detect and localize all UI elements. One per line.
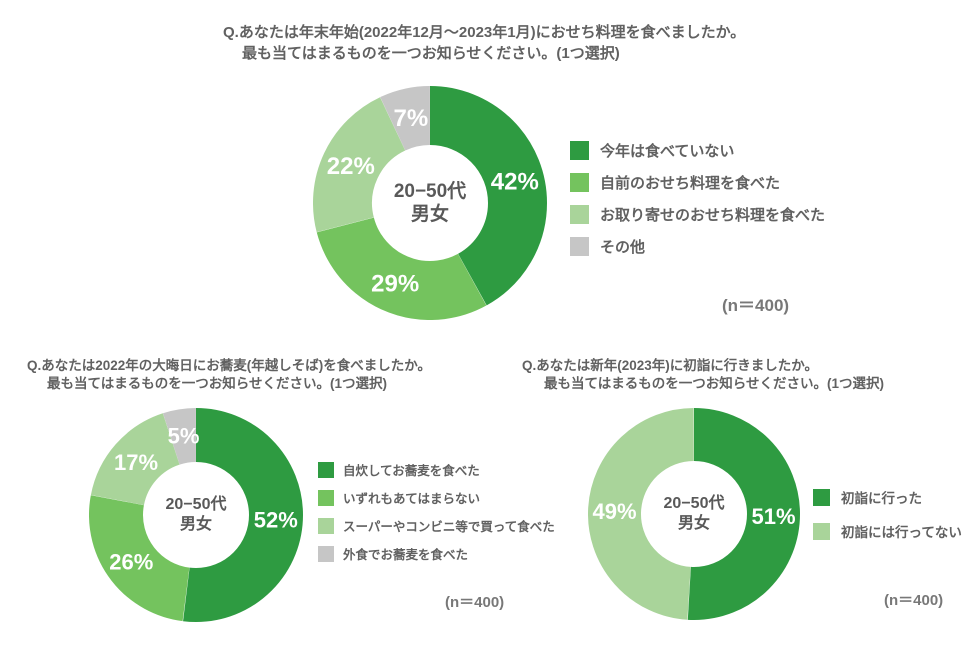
- legend-item: スーパーやコンビニ等で買って食べた: [318, 516, 555, 535]
- legend-swatch-icon: [570, 173, 589, 192]
- segment-value-label: 22%: [327, 153, 375, 180]
- donut-center-label: 20−50代 男女: [664, 494, 725, 534]
- donut-segment: [89, 408, 303, 622]
- legend-swatch-icon: [570, 205, 589, 224]
- segment-value-label: 42%: [491, 169, 539, 196]
- question-title-line1: Q.あなたは新年(2023年)に初詣に行きましたか。: [522, 358, 819, 373]
- legend-label: 自炊してお蕎麦を食べた: [343, 464, 480, 478]
- center-label-line1: 20−50代: [663, 495, 725, 512]
- question-title-soba: Q.あなたは2022年の大晦日にお蕎麦(年越しそば)を食べましたか。 最も当ては…: [27, 357, 431, 393]
- segment-value-label: 17%: [114, 450, 158, 475]
- question-title-line2: 最も当てはまるものを一つお知らせください。(1つ選択): [47, 376, 387, 391]
- osechi-legend: 今年は食べていない自前のおせち料理を食べたお取り寄せのおせち料理を食べた その他: [570, 140, 825, 268]
- legend-item: その他: [570, 236, 825, 257]
- center-label-line2: 男女: [677, 515, 711, 532]
- legend-label: 自前のおせち料理を食べた: [600, 175, 781, 192]
- donut-segment: [313, 85, 547, 320]
- segment-value-label: 7%: [394, 105, 429, 132]
- donut-segment: [313, 86, 547, 320]
- legend-swatch-icon: [813, 522, 830, 540]
- osechi-donut-chart: 42% 29% 22% 7%: [313, 85, 547, 320]
- hatsumode-donut-chart: 51% 49%: [588, 408, 800, 620]
- segment-value-label: 29%: [371, 271, 419, 298]
- legend-label: 初詣に行った: [841, 491, 922, 506]
- sample-size-label: (n＝400): [445, 594, 505, 611]
- legend-item: 外食でお蕎麦を食べた: [318, 544, 555, 563]
- legend-label: お取り寄せのおせち料理を食べた: [600, 207, 826, 224]
- donut-segment: [89, 408, 303, 622]
- sample-size-label: (n＝400): [884, 592, 944, 609]
- legend-swatch-icon: [813, 488, 830, 506]
- legend-item: 初詣に行った: [813, 487, 962, 507]
- center-label-line1: 20−50代: [165, 496, 227, 513]
- segment-value-label: 51%: [751, 504, 795, 529]
- hatsumode-legend: 初詣に行った初詣には行ってない: [813, 487, 962, 555]
- legend-swatch-icon: [318, 489, 334, 506]
- donut-segment: [89, 408, 303, 622]
- donut-segment: [313, 86, 547, 320]
- segment-value-label: 52%: [254, 508, 298, 533]
- legend-swatch-icon: [570, 141, 589, 160]
- segment-value-label: 26%: [109, 550, 153, 575]
- donut-center-label: 20−50代 男女: [166, 495, 227, 535]
- donut-chart-svg: 51% 49%: [588, 408, 800, 620]
- legend-item: 初詣には行ってない: [813, 521, 962, 541]
- legend-item: 今年は食べていない: [570, 140, 825, 161]
- legend-item: 自前のおせち料理を食べた: [570, 172, 825, 193]
- legend-label: 今年は食べていない: [600, 143, 735, 160]
- legend-label: 初詣には行ってない: [841, 525, 962, 540]
- donut-center-label: 20−50代 男女: [394, 180, 466, 226]
- legend-swatch-icon: [318, 545, 334, 562]
- legend-label: スーパーやコンビニ等で買って食べた: [343, 520, 555, 534]
- legend-swatch-icon: [318, 517, 334, 534]
- center-label-line2: 男女: [410, 204, 449, 225]
- center-label-line2: 男女: [179, 516, 213, 533]
- sample-size-label: (n＝400): [722, 296, 790, 315]
- segment-value-label: 49%: [592, 499, 636, 524]
- legend-item: お取り寄せのおせち料理を食べた: [570, 204, 825, 225]
- donut-chart-svg: 52% 26% 17% 5%: [89, 408, 303, 622]
- question-title-line2: 最も当てはまるものを一つお知らせください。(1つ選択): [544, 376, 884, 391]
- soba-donut-chart: 52% 26% 17% 5%: [89, 408, 303, 622]
- donut-segment: [313, 86, 547, 320]
- question-title-line2: 最も当てはまるものを一つお知らせください。(1つ選択): [242, 45, 620, 62]
- legend-label: その他: [600, 239, 646, 256]
- legend-label: いずれもあてはまらない: [343, 492, 481, 506]
- legend-swatch-icon: [570, 237, 589, 256]
- segment-value-label: 5%: [168, 424, 200, 449]
- center-label-line1: 20−50代: [393, 181, 467, 202]
- donut-segment: [89, 408, 303, 622]
- question-title-osechi: Q.あなたは年末年始(2022年12月〜2023年1月)におせち料理を食べました…: [223, 22, 745, 64]
- question-title-hatsumode: Q.あなたは新年(2023年)に初詣に行きましたか。 最も当てはまるものを一つお…: [522, 357, 884, 393]
- legend-item: いずれもあてはまらない: [318, 488, 555, 507]
- soba-legend: 自炊してお蕎麦を食べた いずれもあてはまらないスーパーやコンビニ等で買って食べた外…: [318, 460, 555, 572]
- legend-item: 自炊してお蕎麦を食べた: [318, 460, 555, 479]
- legend-swatch-icon: [318, 461, 334, 478]
- question-title-line1: Q.あなたは年末年始(2022年12月〜2023年1月)におせち料理を食べました…: [223, 24, 746, 41]
- donut-chart-svg: 42% 29% 22% 7%: [313, 85, 547, 320]
- legend-label: 外食でお蕎麦を食べた: [343, 548, 469, 562]
- question-title-line1: Q.あなたは2022年の大晦日にお蕎麦(年越しそば)を食べましたか。: [27, 358, 432, 373]
